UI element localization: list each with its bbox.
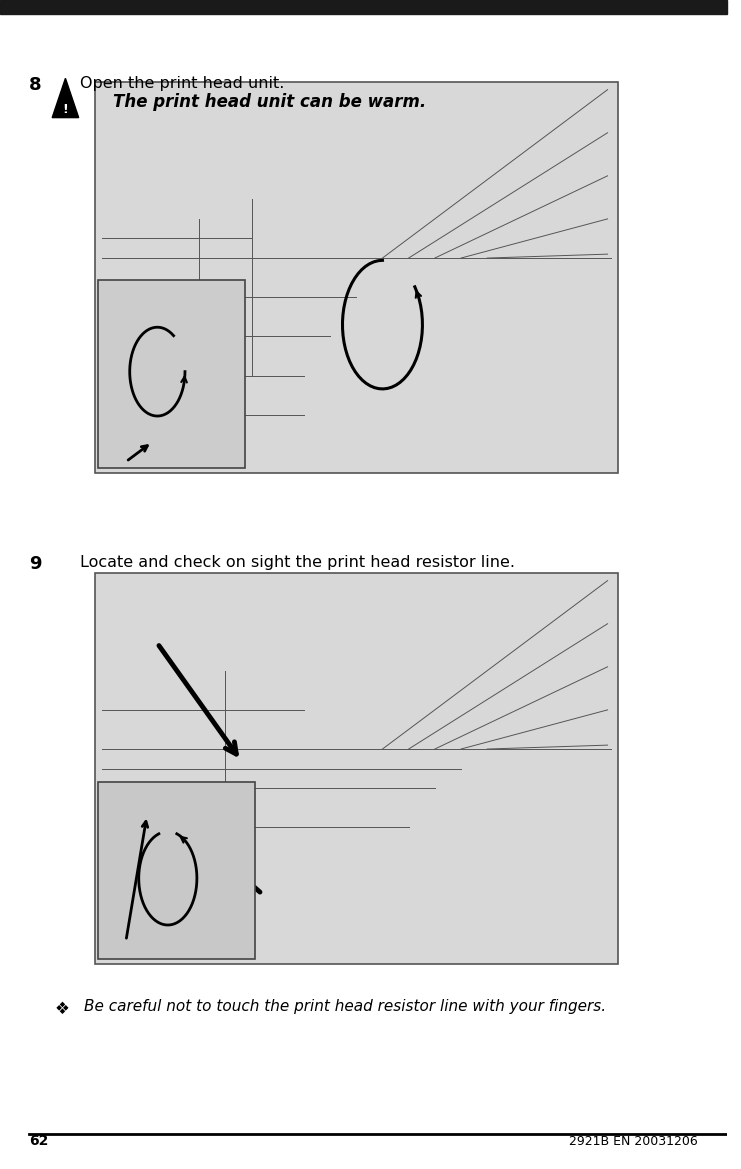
FancyBboxPatch shape <box>98 782 255 959</box>
Text: Be careful not to touch the print head resistor line with your fingers.: Be careful not to touch the print head r… <box>84 999 605 1015</box>
Text: 8: 8 <box>29 76 41 94</box>
FancyBboxPatch shape <box>95 573 618 964</box>
Polygon shape <box>52 78 79 118</box>
Text: Open the print head unit.: Open the print head unit. <box>80 76 285 91</box>
Text: The print head unit can be warm.: The print head unit can be warm. <box>113 92 426 111</box>
Text: 62: 62 <box>29 1134 48 1148</box>
FancyBboxPatch shape <box>98 279 245 468</box>
Bar <box>0 0 727 14</box>
Text: 9: 9 <box>29 555 41 573</box>
Text: Locate and check on sight the print head resistor line.: Locate and check on sight the print head… <box>80 555 515 570</box>
Text: ❖: ❖ <box>54 999 69 1017</box>
Text: !: ! <box>62 103 68 116</box>
Text: 2921B EN 20031206: 2921B EN 20031206 <box>569 1135 698 1148</box>
FancyBboxPatch shape <box>95 82 618 473</box>
